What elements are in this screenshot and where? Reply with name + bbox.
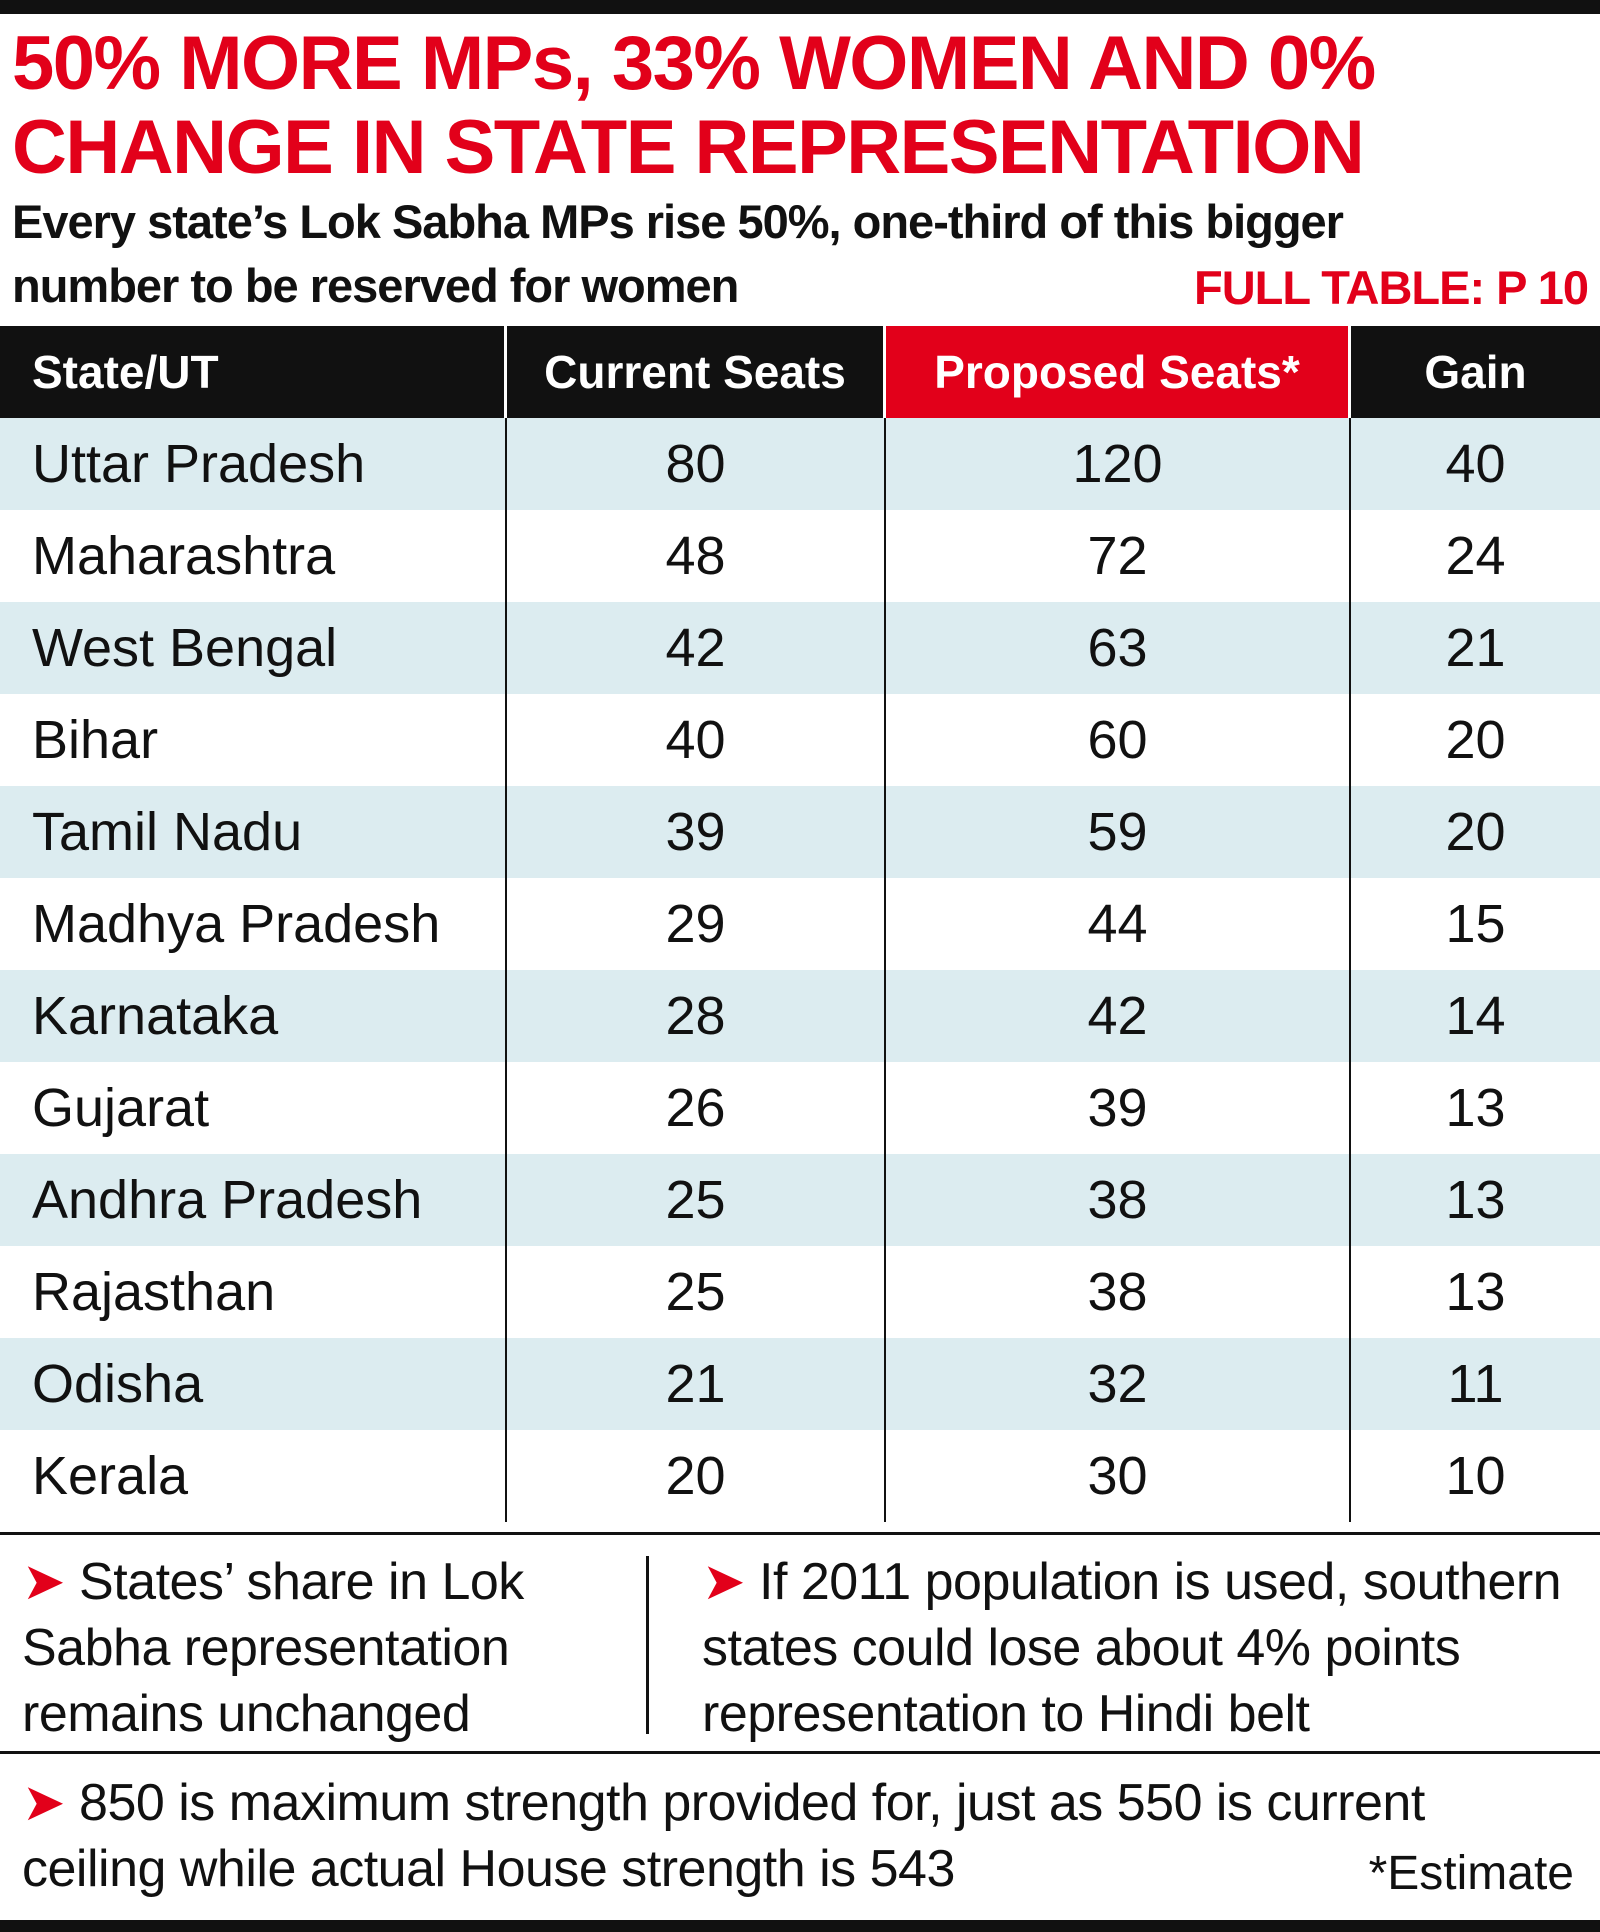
table-row: Maharashtra 48 72 24 [0,510,1600,602]
table-cell: 25 [507,1246,886,1338]
table-cell: 120 [886,418,1351,510]
table-cell: 60 [886,694,1351,786]
table-cell: 30 [886,1430,1351,1522]
reference: FULL TABLE: P 10 [1194,261,1589,314]
table-cell: Tamil Nadu [0,786,507,878]
title: 50% MORE MPs, 33% WOMEN AND 0% CHANGE IN… [12,21,1376,190]
table-cell: Rajasthan [0,1246,507,1338]
table-cell: 39 [886,1062,1351,1154]
table-cell: 13 [1445,1078,1506,1138]
table-row: Gujarat 26 39 13 [0,1062,1600,1154]
table-row: Rajasthan 25 38 13 [0,1246,1600,1338]
table-cell: 40 [507,694,886,786]
table-cell: 29 [507,878,886,970]
table-cell: 20 [1445,710,1506,770]
table-cell: Andhra Pradesh [0,1154,507,1246]
table-cell: 24 [1445,526,1506,586]
table-cell: 25 [507,1154,886,1246]
column-header: Proposed Seats* [886,326,1351,418]
column-header: State/UT [0,326,507,418]
table-cell: 40 [1445,434,1506,494]
table-row: Tamil Nadu 39 59 20 [0,786,1600,878]
table-cell: 39 [507,786,886,878]
table-cell: Kerala [0,1430,507,1522]
table-cell: 32 [886,1338,1351,1430]
table-cell: 20 [1445,802,1506,862]
table-cell: Odisha [0,1338,507,1430]
table-cell: 63 [886,602,1351,694]
table: State/UT Current Seats Proposed Seats* Gain… [0,326,1600,1522]
table-cell: 21 [1445,618,1506,678]
table-cell: 80 [507,418,886,510]
table-cell: 48 [507,510,886,602]
table-cell: 10 [1445,1446,1506,1506]
table-cell: West Bengal [0,602,507,694]
table-cell: 15 [1445,894,1506,954]
table-cell: 38 [886,1246,1351,1338]
table-cell: Karnataka [0,970,507,1062]
table-cell: 28 [507,970,886,1062]
table-cell: Uttar Pradesh [0,418,507,510]
table-cell: Maharashtra [0,510,507,602]
table-row: Kerala 20 30 10 [0,1430,1600,1522]
footnote: *Estimate [1368,1847,1574,1900]
table-cell: Madhya Pradesh [0,878,507,970]
header-row: State/UT Current Seats Proposed Seats* Gain [0,326,1600,418]
table-row: Uttar Pradesh 80 120 40 [0,418,1600,510]
table-row: Odisha 21 32 11 [0,1338,1600,1430]
subtitle: Every state’s Lok Sabha MPs rise 50%, on… [12,195,1344,312]
table-cell: 21 [507,1338,886,1430]
note: 850 is maximum strength provided for, ju… [22,1770,1582,1902]
table-cell: 42 [886,970,1351,1062]
table-row: Andhra Pradesh 25 38 13 [0,1154,1600,1246]
bottom-rule [0,1920,1600,1932]
table-cell: 26 [507,1062,886,1154]
table-row: West Bengal 42 63 21 [0,602,1600,694]
notes-box: States’ share in Lok Sabha representatio… [0,1532,1600,1754]
table-cell: Bihar [0,694,507,786]
column-header: Current Seats [507,326,886,418]
table-cell: 13 [1445,1170,1506,1230]
separator [646,1556,649,1734]
table-cell: 14 [1445,986,1506,1046]
table-cell: 44 [886,878,1351,970]
column-header: Gain [1351,326,1600,418]
table-row: Karnataka 28 42 14 [0,970,1600,1062]
note: States’ share in Lok Sabha representatio… [22,1549,622,1747]
top-rule [0,0,1600,14]
table-cell: 13 [1445,1262,1506,1322]
table-cell: 20 [507,1430,886,1522]
table-row: Bihar 40 60 20 [0,694,1600,786]
table-cell: 59 [886,786,1351,878]
table-cell: 11 [1447,1354,1504,1414]
table-cell: 72 [886,510,1351,602]
note: If 2011 population is used, southern sta… [702,1549,1592,1747]
table-row: Madhya Pradesh 29 44 15 [0,878,1600,970]
table-cell: 38 [886,1154,1351,1246]
table-cell: Gujarat [0,1062,507,1154]
table-cell: 42 [507,602,886,694]
